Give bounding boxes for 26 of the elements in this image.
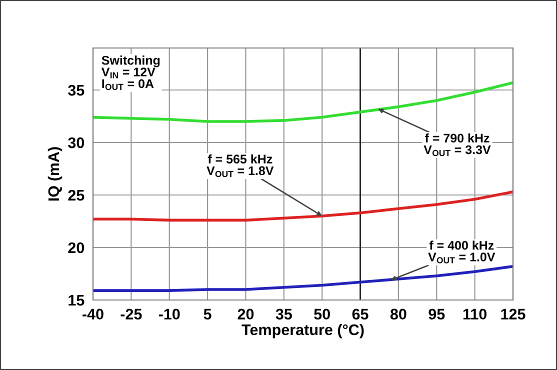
x-tick-label: 50 <box>314 308 330 320</box>
x-tick-label: 65 <box>352 308 368 320</box>
text: Switching V$_{IN}$ = 12V I$_{OUT}$ = 0A <box>101 56 160 90</box>
x-tick-label: 80 <box>390 308 406 320</box>
line-series <box>93 190 513 222</box>
x-tick-label: 20 <box>238 308 254 320</box>
annotation: f = 790 kHz V$_{OUT}$ = 3.3V <box>424 133 491 156</box>
y-tick-label: 25 <box>68 190 84 201</box>
x-tick-label: 5 <box>204 308 212 320</box>
x-tick-label: 35 <box>276 308 292 320</box>
line-series <box>93 265 513 292</box>
x-tick-label: 95 <box>428 308 445 320</box>
x-tick-label: -25 <box>120 308 142 320</box>
y-axis-title: IQ (mA) <box>48 147 62 201</box>
annotation: f = 565 kHz V$_{OUT}$ = 1.8V <box>206 154 274 178</box>
x-tick-label: -10 <box>158 308 180 320</box>
x-tick-label: -40 <box>82 308 104 320</box>
y-tick-label: 15 <box>68 295 84 306</box>
x-tick-label: 125 <box>501 308 526 320</box>
y-tick-label: 20 <box>68 242 84 254</box>
x-tick-label: 110 <box>463 308 487 320</box>
x-axis-title: Temperature (°C) <box>242 324 364 338</box>
y-tick-label: 35 <box>68 84 84 96</box>
line-series <box>93 81 513 123</box>
y-tick-label: 30 <box>68 137 84 148</box>
annotation: f = 400 kHz V$_{OUT}$ = 1.0V <box>428 240 496 264</box>
